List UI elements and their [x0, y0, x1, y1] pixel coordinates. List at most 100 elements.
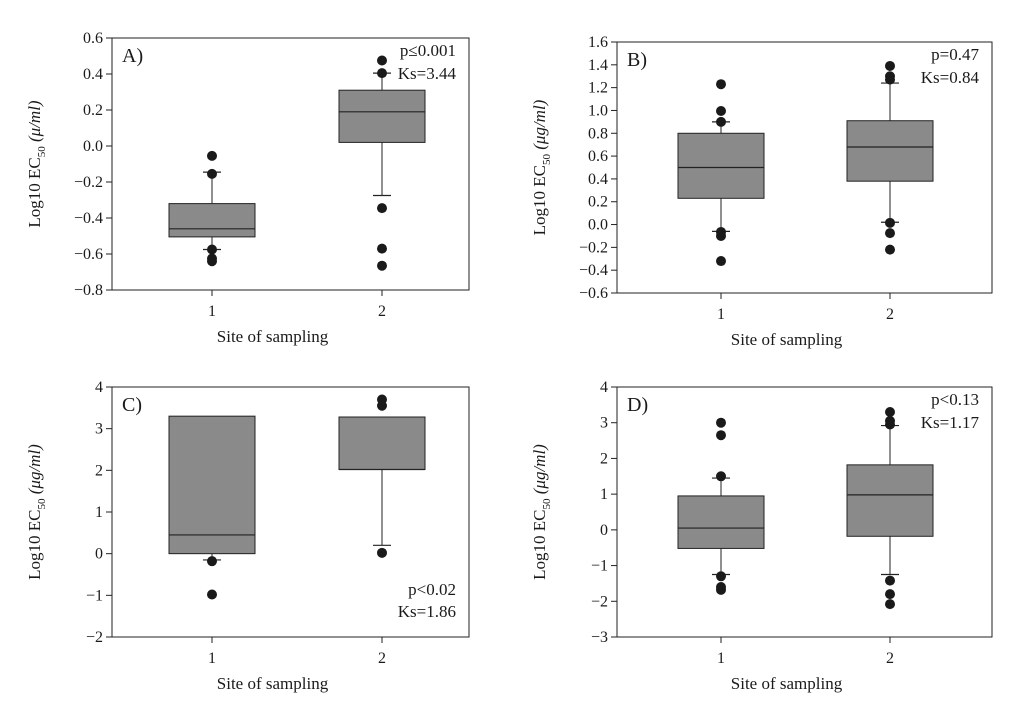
- y-axis-title-unit: (μg/ml): [530, 99, 549, 154]
- box-iqr: [846, 464, 934, 537]
- y-tick-label: 1.6: [588, 34, 608, 51]
- y-axis-title-subscript: 50: [541, 153, 553, 165]
- panel-label: D): [627, 394, 648, 416]
- outlier-point: [207, 256, 217, 267]
- ks-value: Ks=1.17: [921, 413, 980, 432]
- y-tick-label: 3: [95, 421, 103, 438]
- chart-panel-d: −3 −2 −1 0 1 2 3 4 1 2 Site of sampling Log10 EC50 …: [530, 379, 993, 693]
- panel-label: C): [122, 394, 142, 416]
- y-tick-label: 0.2: [83, 102, 103, 119]
- x-tick-label: 1: [717, 650, 725, 667]
- outlier-point: [716, 430, 726, 441]
- outlier-point: [716, 116, 726, 127]
- y-tick-label: 0.0: [588, 217, 608, 234]
- plot-frame: [616, 41, 993, 294]
- y-tick-label: −2: [86, 629, 103, 646]
- box-iqr: [677, 495, 765, 549]
- y-axis-title-subscript: 50: [36, 498, 48, 510]
- y-axis-title: Log10 EC50 (μ/ml): [25, 100, 48, 228]
- y-axis-title-subscript: 50: [36, 146, 48, 158]
- y-tick-label: 3: [600, 415, 608, 432]
- outlier-point: [377, 243, 387, 254]
- outlier-point: [885, 60, 895, 71]
- y-tick-label: 1.0: [588, 102, 608, 119]
- outlier-point: [885, 217, 895, 228]
- y-tick-label: 1.2: [588, 80, 608, 97]
- y-tick-label: −0.8: [74, 282, 103, 299]
- x-tick-label: 2: [886, 650, 894, 667]
- y-tick-label: 4: [95, 379, 103, 396]
- x-axis-title: Site of sampling: [217, 674, 329, 693]
- y-tick-label: 1.4: [588, 57, 608, 74]
- p-value: p<0.13: [931, 390, 979, 409]
- y-tick-label: 0: [600, 522, 608, 539]
- y-tick-label: −0.6: [579, 285, 608, 302]
- y-tick-label: 0.6: [588, 148, 608, 165]
- outlier-point: [885, 575, 895, 586]
- y-tick-label: 0.2: [588, 194, 608, 211]
- outlier-point: [377, 260, 387, 271]
- y-tick-label: 0.0: [83, 138, 103, 155]
- outlier-point: [377, 68, 387, 79]
- y-tick-label: −0.4: [579, 262, 608, 279]
- y-tick-label: −1: [86, 587, 103, 604]
- plot-frame: [111, 37, 470, 291]
- outlier-point: [885, 228, 895, 239]
- outlier-point: [716, 571, 726, 582]
- outlier-point: [207, 589, 217, 600]
- y-tick-label: 0.8: [588, 125, 608, 142]
- outlier-point: [885, 589, 895, 600]
- y-tick-label: 1: [95, 504, 103, 521]
- y-axis-title-prefix: Log10 EC: [530, 509, 549, 579]
- y-axis-title-subscript: 50: [541, 498, 553, 510]
- y-axis-title-prefix: Log10 EC: [25, 509, 44, 579]
- outlier-point: [377, 203, 387, 214]
- p-value: p≤0.001: [400, 41, 456, 60]
- plot-frame: [616, 386, 993, 638]
- outlier-point: [716, 106, 726, 117]
- outlier-point: [207, 556, 217, 567]
- outlier-point: [207, 244, 217, 255]
- outlier-point: [207, 168, 217, 179]
- outlier-point: [716, 230, 726, 241]
- outlier-point: [716, 256, 726, 267]
- chart-panel-b: −0.6 −0.4 −0.2 0.0 0.2 0.4 0.6 0.8 1.0 1.2 1.4 1.6 1…: [530, 34, 993, 349]
- ks-value: Ks=3.44: [398, 64, 457, 83]
- p-value: p=0.47: [931, 45, 979, 64]
- box-iqr: [677, 132, 765, 199]
- outlier-point: [377, 55, 387, 66]
- y-tick-label: −1: [591, 558, 608, 575]
- outlier-point: [716, 584, 726, 595]
- outlier-point: [885, 419, 895, 430]
- x-tick-label: 2: [886, 306, 894, 323]
- x-axis-title: Site of sampling: [731, 330, 843, 349]
- y-axis-title: Log10 EC50 (μg/ml): [25, 444, 48, 580]
- outlier-point: [716, 417, 726, 428]
- y-axis-title-prefix: Log10 EC: [25, 157, 44, 227]
- box-iqr: [168, 415, 256, 555]
- y-axis-title-prefix: Log10 EC: [530, 165, 549, 235]
- box-iqr: [338, 416, 426, 470]
- y-tick-label: −3: [591, 629, 608, 646]
- y-axis-title-unit: (μg/ml): [25, 444, 44, 499]
- x-axis-title: Site of sampling: [731, 674, 843, 693]
- y-tick-label: 0.6: [83, 30, 103, 47]
- outlier-point: [207, 150, 217, 161]
- y-tick-label: 2: [600, 450, 608, 467]
- panel-label: A): [122, 45, 143, 67]
- chart-panel-a: −0.8 −0.6 −0.4 −0.2 0.0 0.2 0.4 0.6 1 2 Site of sa…: [25, 30, 470, 346]
- y-tick-label: −0.2: [579, 239, 608, 256]
- outlier-point: [885, 599, 895, 610]
- ks-value: Ks=1.86: [398, 602, 456, 621]
- x-tick-label: 1: [717, 306, 725, 323]
- y-axis-title: Log10 EC50 (μg/ml): [530, 444, 553, 580]
- y-tick-label: 2: [95, 462, 103, 479]
- outlier-point: [716, 471, 726, 482]
- box-iqr: [846, 120, 934, 182]
- y-tick-label: 4: [600, 379, 608, 396]
- y-tick-label: 1: [600, 486, 608, 503]
- y-axis-title-unit: (μg/ml): [530, 444, 549, 499]
- box-iqr: [168, 203, 256, 238]
- ks-value: Ks=0.84: [921, 68, 980, 87]
